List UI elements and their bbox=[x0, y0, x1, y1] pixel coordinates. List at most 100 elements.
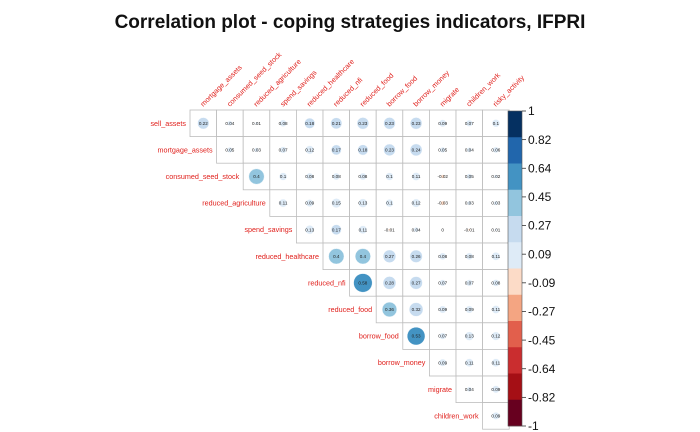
corr-value: 0.01 bbox=[491, 227, 500, 232]
colorbar-legend: 1 0.82 0.64 0.45 0.27 0.09 -0.09 -0.27 -0.45 -0.6… bbox=[507, 104, 556, 432]
corr-value: 0.04 bbox=[465, 387, 474, 392]
row-label: reduced_healthcare bbox=[255, 252, 319, 261]
corr-value: 0.09 bbox=[491, 414, 500, 419]
colorbar-segment bbox=[508, 111, 522, 138]
corr-circle bbox=[438, 305, 447, 314]
corr-circle bbox=[413, 227, 419, 233]
corr-circle bbox=[255, 121, 258, 125]
corr-circle bbox=[439, 146, 446, 153]
corr-cell: 0.32 bbox=[402, 295, 430, 324]
corr-circle bbox=[465, 119, 473, 127]
corr-cell: 0.02 bbox=[482, 162, 510, 191]
corr-value: 0.28 bbox=[385, 281, 394, 286]
corr-circle bbox=[305, 199, 314, 207]
corr-value: 0.22 bbox=[199, 121, 208, 126]
corr-value: 0.53 bbox=[412, 334, 421, 339]
corr-value: 0.04 bbox=[412, 227, 421, 232]
corr-circle bbox=[331, 144, 342, 156]
colorbar-segment bbox=[508, 137, 522, 164]
corr-value: 0.4 bbox=[360, 254, 367, 259]
colorbar-segment bbox=[508, 189, 522, 217]
corr-cell: 0.23 bbox=[375, 109, 404, 138]
corr-circle bbox=[465, 252, 473, 260]
corr-cell: 0.04 bbox=[402, 215, 430, 244]
corr-circle bbox=[491, 331, 501, 341]
corr-circle bbox=[358, 198, 368, 208]
colorbar-tick-label: 0.64 bbox=[528, 161, 552, 175]
corr-value: 0.12 bbox=[305, 148, 314, 153]
corr-value: 0.08 bbox=[438, 254, 447, 259]
corr-circle bbox=[357, 144, 369, 156]
colorbar-frame bbox=[507, 110, 523, 427]
corr-circle bbox=[356, 117, 369, 130]
corr-value: 0.12 bbox=[412, 201, 421, 206]
corr-cell: 0.22 bbox=[189, 109, 218, 138]
corr-value: 0.07 bbox=[438, 334, 447, 339]
corr-value: 0.05 bbox=[225, 148, 234, 153]
corr-cell: 0.12 bbox=[295, 136, 324, 164]
corr-value: 0.07 bbox=[465, 281, 474, 286]
corr-circle bbox=[465, 358, 474, 367]
corr-cell: 0.36 bbox=[375, 295, 404, 324]
row-label: children_work bbox=[434, 411, 479, 420]
corr-circle bbox=[306, 172, 314, 181]
corr-circle bbox=[254, 147, 259, 153]
corr-circle bbox=[304, 117, 316, 129]
corr-value: 0.23 bbox=[358, 121, 367, 126]
corr-cell: 0.17 bbox=[322, 136, 351, 164]
corr-value: 0.1 bbox=[386, 174, 393, 179]
corr-value: 0.11 bbox=[492, 360, 501, 365]
colorbar-segment bbox=[508, 216, 522, 243]
corr-value: 0.18 bbox=[305, 121, 314, 126]
corr-circle bbox=[305, 145, 315, 155]
corr-value: 0 bbox=[441, 227, 444, 232]
corr-circle bbox=[466, 200, 472, 206]
corr-circle bbox=[410, 117, 423, 130]
corr-circle bbox=[491, 305, 501, 314]
corr-circle bbox=[358, 225, 368, 234]
colorbar-tick-label: 0.09 bbox=[528, 247, 552, 261]
corr-cell: 0.11 bbox=[482, 242, 510, 271]
corr-circle bbox=[466, 147, 472, 153]
column-label: migrate bbox=[438, 85, 461, 108]
corr-cell: 0.4 bbox=[242, 162, 271, 191]
corr-value: 0.23 bbox=[385, 121, 394, 126]
corr-value: 0.36 bbox=[385, 307, 394, 312]
corr-cell: 0.03 bbox=[242, 136, 271, 164]
corr-value: 0.24 bbox=[412, 148, 421, 153]
corr-cell: 0.04 bbox=[455, 375, 484, 404]
corr-circle bbox=[439, 332, 447, 340]
corr-circle bbox=[279, 172, 288, 181]
corr-circle bbox=[439, 279, 447, 287]
corr-cell: 0.09 bbox=[295, 189, 324, 217]
corr-value: 0.04 bbox=[225, 121, 234, 126]
corr-circle bbox=[440, 200, 446, 206]
corr-value: 0.03 bbox=[465, 201, 474, 206]
corr-circle bbox=[440, 174, 445, 179]
corr-value: 0.12 bbox=[491, 334, 500, 339]
cell-border bbox=[349, 136, 377, 164]
cell-border bbox=[428, 348, 457, 377]
corr-value: 0.11 bbox=[492, 254, 501, 259]
corr-value: 0.32 bbox=[412, 307, 421, 312]
corr-value: 0.58 bbox=[358, 281, 367, 286]
corr-circle bbox=[279, 119, 287, 127]
corr-value: 0.13 bbox=[305, 227, 314, 232]
corr-cell: 0.09 bbox=[428, 295, 457, 324]
corr-cell: 0.1 bbox=[482, 109, 510, 138]
corr-value: 0.09 bbox=[438, 307, 447, 312]
corr-value: 0.05 bbox=[465, 174, 474, 179]
row-label: borrow_money bbox=[378, 358, 426, 367]
corr-circle bbox=[491, 358, 501, 367]
corr-cell: 0.09 bbox=[428, 348, 457, 377]
corr-cell: 0.11 bbox=[482, 295, 510, 324]
corr-cell: 0.13 bbox=[455, 322, 484, 350]
corr-value: 0.17 bbox=[332, 148, 341, 153]
corr-circle bbox=[353, 273, 373, 293]
corr-circle bbox=[408, 302, 424, 317]
corr-cell: 0.08 bbox=[269, 109, 297, 138]
corr-cell: 0.03 bbox=[455, 189, 484, 217]
corr-circle bbox=[226, 146, 233, 153]
corr-cell: 0.23 bbox=[349, 109, 377, 138]
corr-cell: 0.27 bbox=[402, 269, 430, 297]
